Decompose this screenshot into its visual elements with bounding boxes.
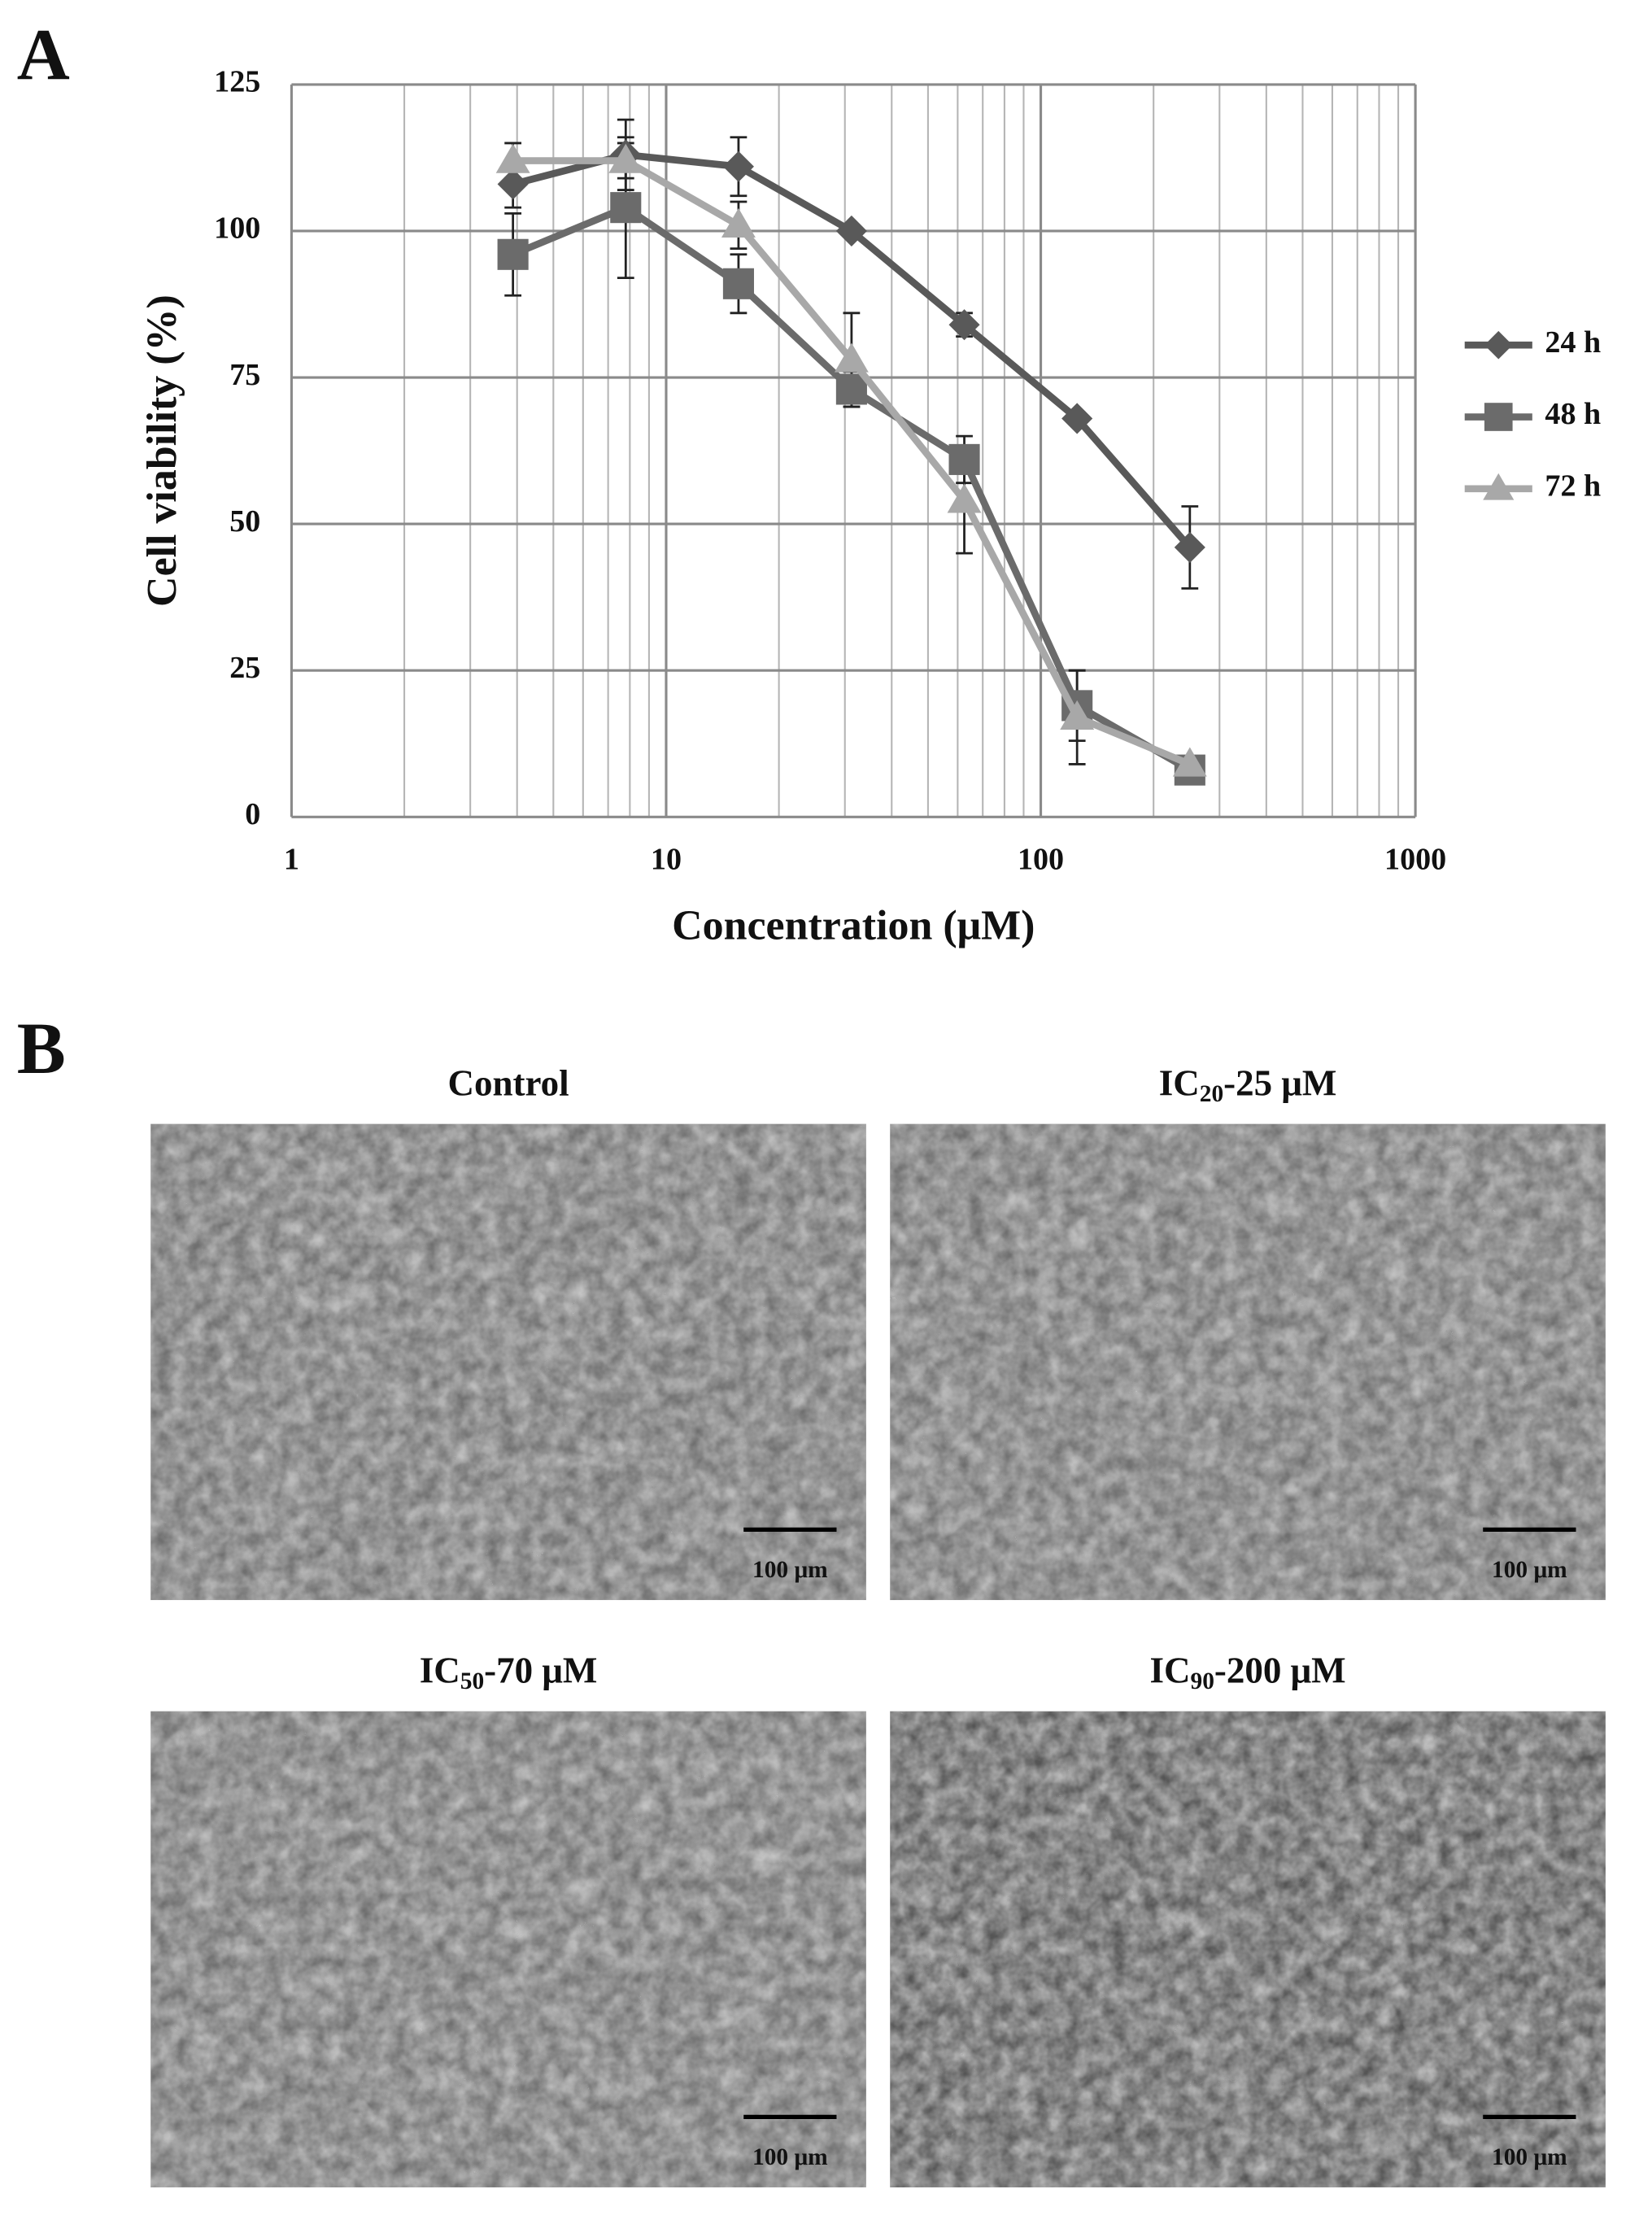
marker <box>608 143 643 173</box>
micrograph-texture <box>890 1123 1606 1600</box>
x-tick-label: 1 <box>284 842 299 876</box>
title-part: -25 μM <box>1223 1063 1336 1104</box>
x-axis-label: Concentration (μM) <box>672 903 1035 949</box>
marker <box>495 143 530 173</box>
marker <box>1060 700 1095 730</box>
title-part: 50 <box>460 1668 484 1694</box>
title-part: -70 μM <box>484 1651 597 1691</box>
marker <box>610 192 642 224</box>
micrograph-title: Control <box>447 1063 569 1104</box>
title-part: 90 <box>1191 1668 1214 1694</box>
x-tick-label: 1000 <box>1384 842 1446 876</box>
y-tick-label: 50 <box>229 504 260 539</box>
scale-bar-label: 100 μm <box>752 1557 828 1583</box>
y-tick-label: 0 <box>245 797 260 831</box>
x-tick-label: 10 <box>651 842 682 876</box>
marker <box>497 168 529 200</box>
scale-bar-label: 100 μm <box>1492 2144 1567 2170</box>
marker <box>722 268 754 299</box>
title-part: Control <box>447 1063 569 1104</box>
micrograph-title: IC50-70 μM <box>420 1651 598 1694</box>
y-tick-label: 25 <box>229 651 260 685</box>
marker <box>835 215 867 247</box>
legend-marker <box>1484 330 1513 360</box>
micrograph-texture <box>890 1711 1606 2187</box>
marker <box>947 483 982 513</box>
marker <box>948 443 980 475</box>
y-axis-label: Cell viability (%) <box>139 294 185 607</box>
series-line <box>511 203 1192 774</box>
title-part: IC <box>1149 1651 1190 1691</box>
legend-label: 72 h <box>1545 469 1601 504</box>
panel-label: A <box>17 15 70 95</box>
scale-bar-label: 100 μm <box>752 2144 828 2170</box>
title-part: IC <box>1159 1063 1200 1104</box>
marker <box>1174 531 1205 563</box>
legend-marker <box>1483 473 1515 500</box>
marker <box>497 238 529 270</box>
marker <box>721 207 756 238</box>
micrograph-texture <box>150 1123 866 1600</box>
marker <box>834 342 869 373</box>
y-tick-label: 125 <box>214 65 260 99</box>
micrograph-title: IC90-200 μM <box>1149 1651 1345 1694</box>
x-tick-label: 100 <box>1018 842 1064 876</box>
panel-label: B <box>17 1009 66 1089</box>
series-line <box>512 157 1192 768</box>
marker <box>1172 747 1207 777</box>
title-part: 20 <box>1200 1081 1223 1107</box>
micrograph-texture <box>150 1711 866 2187</box>
y-tick-label: 100 <box>214 211 260 246</box>
title-part: IC <box>420 1651 460 1691</box>
micrograph-title: IC20-25 μM <box>1159 1063 1337 1107</box>
title-part: -200 μM <box>1214 1651 1346 1691</box>
legend-label: 48 h <box>1545 397 1601 431</box>
scale-bar-label: 100 μm <box>1492 1557 1567 1583</box>
marker <box>722 150 754 182</box>
legend-marker <box>1484 403 1513 431</box>
y-tick-label: 75 <box>229 358 260 392</box>
legend-label: 24 h <box>1545 325 1601 360</box>
marker <box>835 373 867 405</box>
